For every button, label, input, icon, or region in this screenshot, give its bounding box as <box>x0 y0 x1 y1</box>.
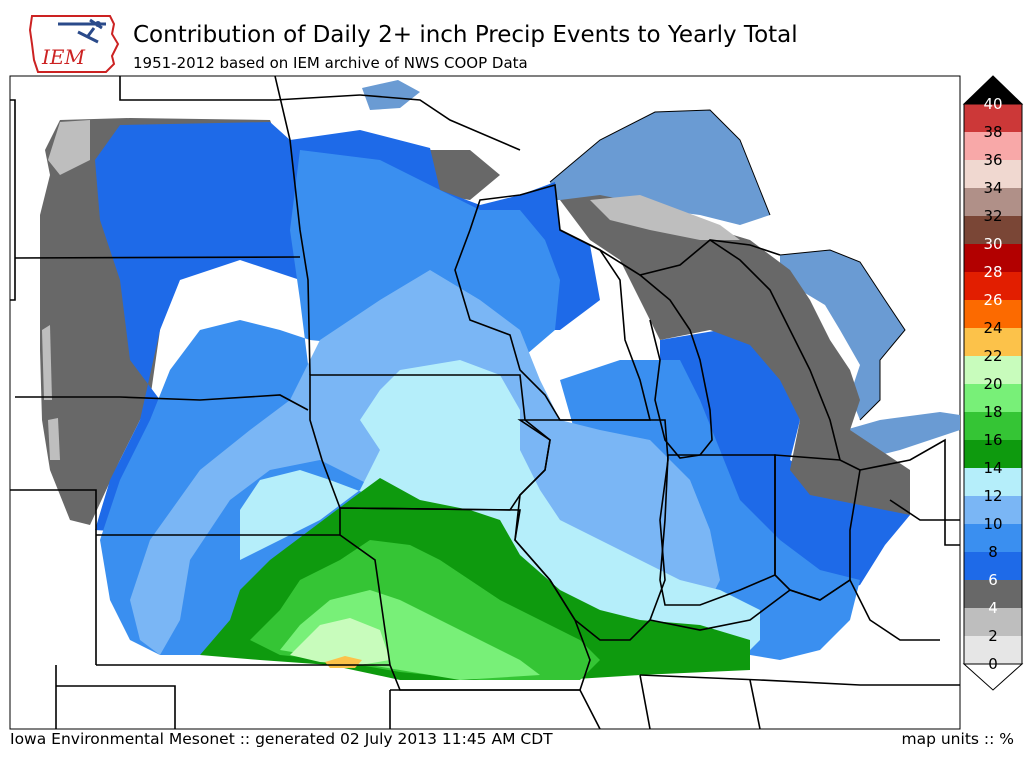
boundary-lake-michigan <box>639 274 713 459</box>
region-gray-east <box>560 195 910 515</box>
region-gray-north <box>430 150 500 200</box>
lake-northwest-bay <box>362 80 420 110</box>
boundary-ky-tn <box>639 674 960 686</box>
colorbar-label: 20 <box>983 375 1002 393</box>
colorbar-label: 24 <box>983 319 1002 337</box>
colorbar-swatch <box>964 384 1022 412</box>
iowa-outline-icon <box>28 15 120 73</box>
colorbar-label: 16 <box>983 431 1002 449</box>
colorbar-swatch <box>964 300 1022 328</box>
colorbar-swatch <box>964 216 1022 244</box>
colorbar-label: 38 <box>983 123 1002 141</box>
colorbar-label: 14 <box>983 459 1002 477</box>
colorbar-swatch <box>964 272 1022 300</box>
colorbar-label: 40 <box>983 95 1002 113</box>
colorbar-label: 6 <box>988 571 998 589</box>
lake-superior-shore <box>549 109 771 216</box>
boundary-il <box>514 419 669 641</box>
region-palegreen <box>290 618 390 665</box>
colorbar-swatch <box>964 328 1022 356</box>
boundary-mn-west <box>274 75 311 376</box>
boundary-mi-lp <box>709 239 841 461</box>
boundary-ky-oh-river <box>649 578 940 641</box>
boundary-mi-up <box>559 229 781 276</box>
colorbar-swatch <box>964 468 1022 496</box>
colorbar-label: 12 <box>983 487 1002 505</box>
contour-fill-layer <box>40 80 960 680</box>
colorbar-swatch <box>964 608 1022 636</box>
colorbar-swatch <box>964 104 1022 132</box>
region-lightgray-w1 <box>42 325 52 400</box>
map-title: Contribution of Daily 2+ inch Precip Eve… <box>133 22 798 48</box>
iem-logo: IEM <box>28 15 120 73</box>
footer-units: map units :: % <box>901 730 1015 748</box>
boundary-canada <box>119 76 361 101</box>
colorbar-swatch <box>964 244 1022 272</box>
colorbar-label: 18 <box>983 403 1002 421</box>
colorbar-label: 28 <box>983 263 1002 281</box>
region-darkblue-east <box>660 330 910 595</box>
boundary-sd-ne <box>15 394 309 411</box>
colorbar-label: 34 <box>983 179 1002 197</box>
colorbar-label: 36 <box>983 151 1002 169</box>
boundary-east <box>859 438 960 546</box>
colorbar-swatch <box>964 356 1022 384</box>
colorbar-swatch <box>964 160 1022 188</box>
colorbar-swatch <box>964 552 1022 580</box>
colorbar-label: 10 <box>983 515 1002 533</box>
region-lightgray-nw <box>48 120 90 175</box>
colorbar-label: 26 <box>983 291 1002 309</box>
colorbar-swatch <box>964 524 1022 552</box>
boundary-wi <box>454 183 652 421</box>
anemometer-icon <box>95 21 101 27</box>
boundary-nd-sd <box>14 256 301 259</box>
boundary-tx-ok <box>56 685 176 729</box>
colorbar-swatch <box>964 496 1022 524</box>
colorbar-label: 2 <box>988 627 998 645</box>
boundary-west-nm <box>10 489 97 665</box>
colorbar-label: 30 <box>983 235 1002 253</box>
lake-huron-shore <box>779 249 906 421</box>
footer-credit: Iowa Environmental Mesonet :: generated … <box>10 730 553 748</box>
colorbar-label: 0 <box>988 655 998 673</box>
region-lightgray-w2 <box>48 418 60 460</box>
boundary-tn-south <box>639 674 761 730</box>
boundary-ar-south <box>390 689 601 730</box>
region-medblue <box>100 150 560 655</box>
boundary-mt-wy <box>10 99 16 301</box>
colorbar-swatch <box>964 412 1022 440</box>
colorbar-label: 32 <box>983 207 1002 225</box>
colorbar-swatch <box>964 132 1022 160</box>
water-outline <box>549 109 906 421</box>
state-boundaries <box>10 75 960 730</box>
colorbar-label: 22 <box>983 347 1002 365</box>
colorbar-label: 8 <box>988 543 998 561</box>
boundary-mn-north <box>359 94 521 151</box>
logo-text: IEM <box>41 45 86 69</box>
lake-huron <box>780 250 905 420</box>
colorbar-swatch <box>964 580 1022 608</box>
colorbar-swatch <box>964 636 1022 664</box>
colorbar-swatch <box>964 188 1022 216</box>
boundary-va-wv <box>889 499 960 521</box>
colorbar-label: 4 <box>988 599 998 617</box>
colorbar-swatch <box>964 440 1022 468</box>
colorbar-frame <box>963 103 1023 665</box>
map-subtitle: 1951-2012 based on IEM archive of NWS CO… <box>133 54 528 72</box>
region-lightgray-ne <box>590 195 740 240</box>
